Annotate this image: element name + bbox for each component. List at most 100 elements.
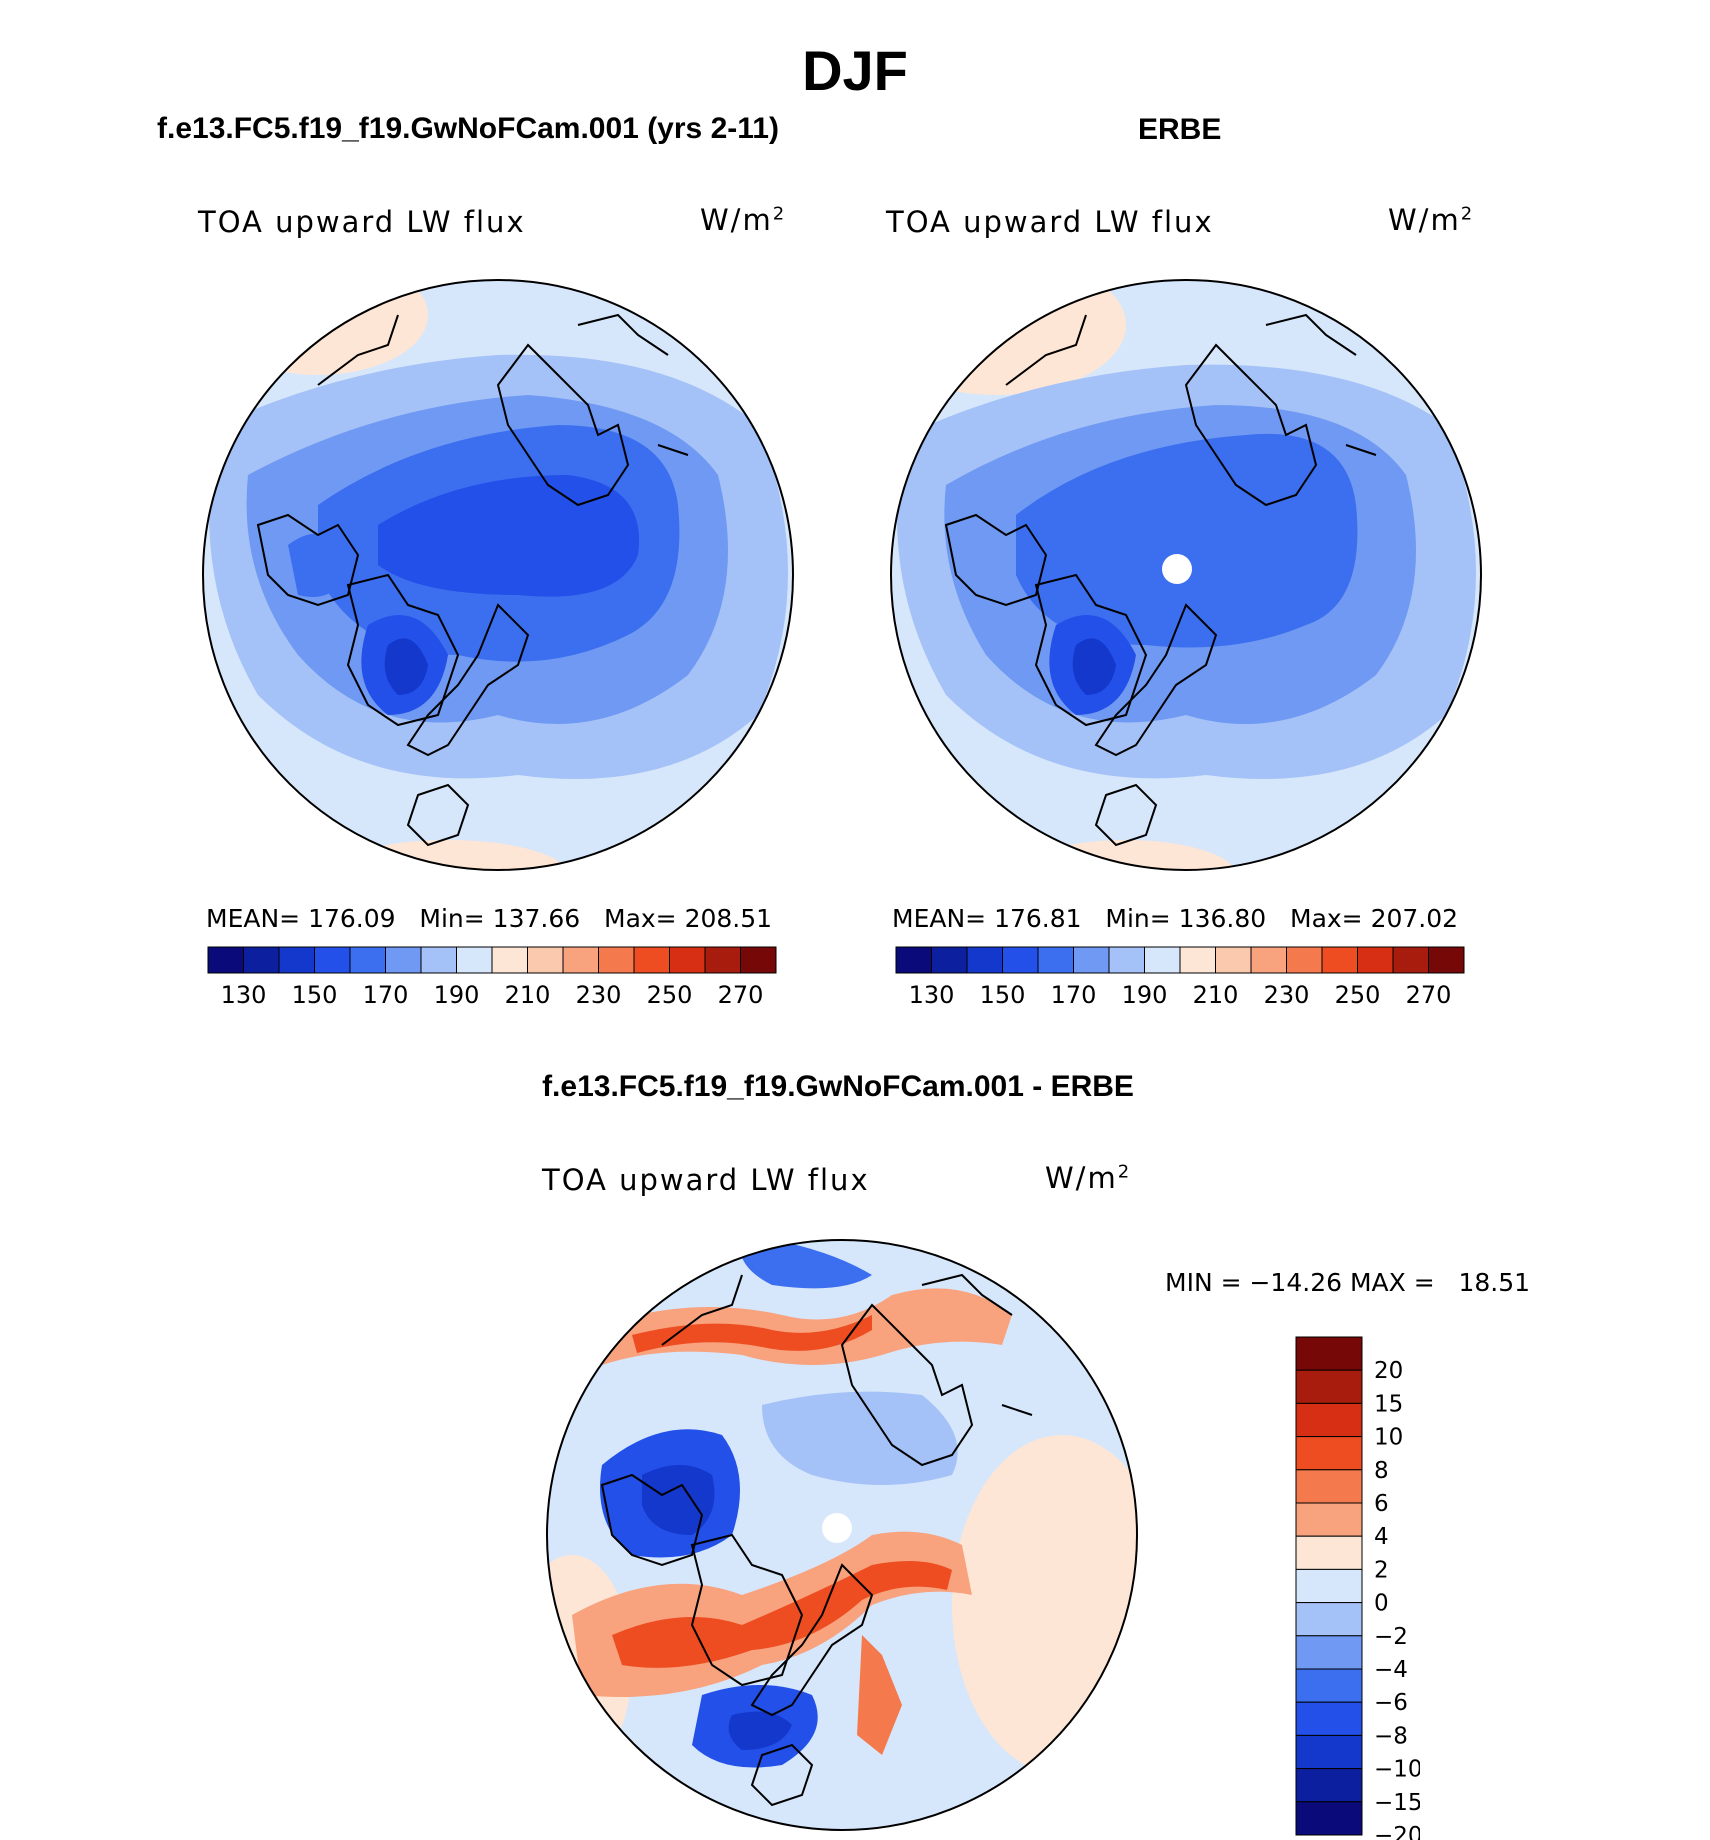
colorbar-1-tick-210: 210 <box>505 981 551 1009</box>
colorbar-diff-swatch-9 <box>1295 1635 1363 1670</box>
colorbar-diff-swatch-14 <box>1295 1801 1363 1836</box>
colorbar-diff-tick-0: 20 <box>1374 1358 1403 1384</box>
colorbar-diff-swatch-0 <box>1295 1336 1363 1371</box>
colorbar-1-swatch-13 <box>669 946 706 974</box>
panel-1-title: f.e13.FC5.f19_f19.GwNoFCam.001 (yrs 2-11… <box>157 112 779 145</box>
colorbar-2-tick-130: 130 <box>909 981 955 1009</box>
colorbar-diff-tick-3: 8 <box>1374 1458 1389 1484</box>
colorbar-1-swatch-2 <box>278 946 315 974</box>
colorbar-1-tick-190: 190 <box>434 981 480 1009</box>
diff-stats: MIN = −14.26 MAX = 18.51 <box>1165 1268 1531 1297</box>
diff-cool-arctic <box>762 1391 958 1485</box>
diff-units-label: W/m2 <box>1045 1161 1132 1195</box>
colorbar-diff-swatch-2 <box>1295 1402 1363 1438</box>
colorbar-1-swatch-9 <box>527 946 564 974</box>
diff-hot-band-south <box>612 1561 952 1668</box>
colorbar-2-swatch-1 <box>931 946 968 974</box>
colorbar-1: 130 150 170 190 210 230 250 270 <box>207 946 777 1009</box>
colorbar-2-swatch-14 <box>1392 946 1429 974</box>
colorbar-2-swatch-10 <box>1250 946 1287 974</box>
map-2-fill-170 <box>1016 433 1358 648</box>
panel-2-polar-map <box>890 279 1482 871</box>
map-1-fill-160 <box>378 475 640 597</box>
colorbar-2-swatch-6 <box>1108 946 1145 974</box>
map-2-boundary <box>890 279 1482 871</box>
map-1-coastlines <box>256 313 689 847</box>
map-2-pole-hole <box>1162 554 1192 584</box>
colorbar-2-swatch-7 <box>1144 946 1181 974</box>
diff-panel-title: f.e13.FC5.f19_f19.GwNoFCam.001 - ERBE <box>542 1070 1134 1103</box>
colorbar-1-swatch-6 <box>420 946 457 974</box>
colorbar-1-swatch-0 <box>207 946 244 974</box>
colorbar-diff-swatch-6 <box>1295 1535 1363 1570</box>
diff-hot-band-north <box>632 1315 872 1353</box>
colorbar-1-swatch-4 <box>349 946 386 974</box>
colorbar-2-swatch-13 <box>1357 946 1394 974</box>
colorbar-2-tick-170: 170 <box>1051 981 1097 1009</box>
colorbar-2-swatch-9 <box>1215 946 1252 974</box>
colorbar-2-swatch-4 <box>1037 946 1074 974</box>
colorbar-1-swatch-12 <box>633 946 670 974</box>
colorbar-diff-swatch-10 <box>1295 1668 1363 1703</box>
colorbar-diff-tick-13: −15 <box>1374 1790 1420 1816</box>
colorbar-diff-tick-8: −2 <box>1374 1624 1408 1650</box>
map-1-fill-150 <box>384 638 428 695</box>
map-1-boundary <box>202 279 794 871</box>
colorbar-2-tick-250: 250 <box>1335 981 1381 1009</box>
colorbar-2: 130 150 170 190 210 230 250 270 <box>895 946 1465 1009</box>
colorbar-diff-swatch-4 <box>1295 1469 1363 1504</box>
colorbar-1-tick-250: 250 <box>647 981 693 1009</box>
colorbar-2-swatch-11 <box>1286 946 1323 974</box>
figure-title: DJF <box>802 39 908 102</box>
map-2-coastlines <box>944 313 1377 847</box>
colorbar-2-tick-210: 210 <box>1193 981 1239 1009</box>
colorbar-2-swatch-0 <box>895 946 932 974</box>
colorbar-2-tick-190: 190 <box>1122 981 1168 1009</box>
diff-coldest-canada <box>642 1465 715 1535</box>
colorbar-diff-swatch-11 <box>1295 1701 1363 1736</box>
colorbar-2-swatch-15 <box>1428 946 1465 974</box>
colorbar-diff-swatch-8 <box>1295 1602 1363 1637</box>
map-2-fill-150 <box>1072 638 1116 695</box>
panel-1-variable-label: TOA upward LW flux <box>198 205 526 239</box>
diff-variable-label: TOA upward LW flux <box>542 1163 870 1197</box>
panel-1-stats: MEAN= 176.09 Min= 137.66 Max= 208.51 <box>206 904 773 933</box>
colorbar-diff-tick-1: 15 <box>1374 1391 1403 1417</box>
colorbar-2-swatch-5 <box>1073 946 1110 974</box>
diff-pole-hole <box>822 1513 852 1543</box>
panel-2-units-label: W/m2 <box>1388 203 1475 237</box>
colorbar-diff-swatch-5 <box>1295 1502 1363 1537</box>
colorbar-2-swatch-12 <box>1321 946 1358 974</box>
colorbar-1-swatch-5 <box>385 946 422 974</box>
colorbar-1-swatch-3 <box>314 946 351 974</box>
diff-warm-band-north <box>602 1288 1012 1365</box>
colorbar-1-swatch-15 <box>740 946 777 974</box>
colorbar-diff-tick-10: −6 <box>1374 1690 1408 1716</box>
colorbar-1-swatch-8 <box>491 946 528 974</box>
colorbar-1-tick-270: 270 <box>718 981 764 1009</box>
colorbar-1-tick-130: 130 <box>221 981 267 1009</box>
colorbar-1-tick-170: 170 <box>363 981 409 1009</box>
diff-polar-map <box>546 1239 1138 1831</box>
colorbar-1-tick-230: 230 <box>576 981 622 1009</box>
colorbar-diff-tick-5: 4 <box>1374 1524 1389 1550</box>
colorbar-2-swatch-2 <box>966 946 1003 974</box>
colorbar-2-tick-270: 270 <box>1406 981 1452 1009</box>
colorbar-diff-swatch-12 <box>1295 1734 1363 1770</box>
colorbar-1-tick-150: 150 <box>292 981 338 1009</box>
panel-1-polar-map <box>202 279 794 871</box>
diff-coldest-atlantic <box>728 1711 792 1750</box>
colorbar-diff-tick-11: −8 <box>1374 1723 1408 1749</box>
colorbar-2-swatch-3 <box>1002 946 1039 974</box>
diff-coastlines <box>600 1273 1033 1807</box>
colorbar-1-swatch-14 <box>704 946 741 974</box>
colorbar-2-swatch-8 <box>1179 946 1216 974</box>
colorbar-diff-tick-6: 2 <box>1374 1557 1389 1583</box>
map-1-fill-170-canada <box>288 533 348 597</box>
panel-1-units-label: W/m2 <box>700 203 787 237</box>
diff-warm-scandinavia <box>857 1635 902 1755</box>
colorbar-1-swatch-7 <box>456 946 493 974</box>
colorbar-diff-tick-4: 6 <box>1374 1491 1389 1517</box>
diff-boundary <box>546 1239 1138 1831</box>
